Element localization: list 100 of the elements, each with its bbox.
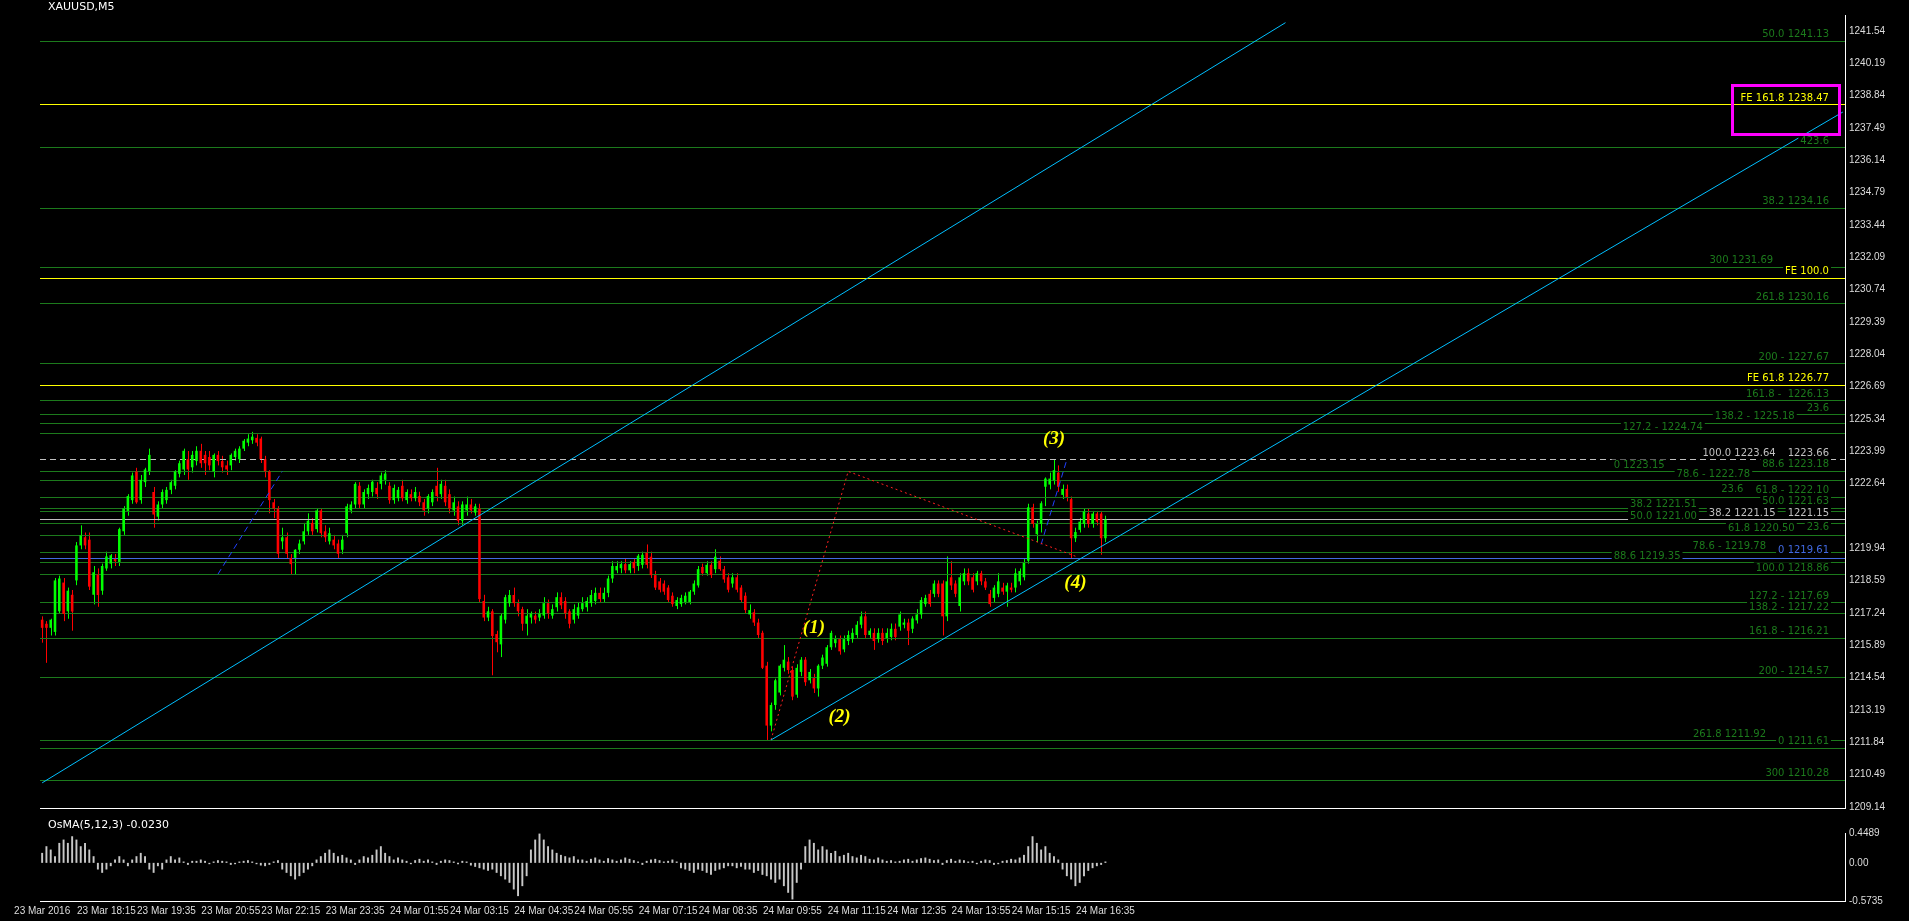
candlestick — [45, 620, 48, 664]
x-tick-label: 24 Mar 07:15 — [638, 904, 698, 916]
annotation: 200 - 1214.57 — [1758, 664, 1829, 676]
candlestick — [302, 522, 305, 545]
x-tick-label: 24 Mar 04:35 — [514, 904, 574, 916]
y-tick-label: 1219.94 — [1849, 542, 1886, 554]
y-tick-label: -0.5735 — [1849, 894, 1884, 906]
y-tick-label: 1240.19 — [1849, 56, 1886, 68]
candlestick — [152, 486, 155, 529]
candlestick — [996, 572, 1000, 598]
y-tick-label: 1234.79 — [1849, 186, 1886, 198]
candlestick — [148, 448, 151, 476]
x-tick-label: 23 Mar 18:15 — [76, 904, 137, 916]
candlestick — [340, 534, 344, 555]
candlestick — [212, 452, 215, 478]
x-tick-label: 24 Mar 13:55 — [951, 904, 1011, 916]
chart-title: XAUUSD,M5 — [48, 0, 115, 14]
annotation: 300 1231.69 — [1709, 254, 1774, 266]
annotation: 127.2 - 1217.69 — [1749, 589, 1829, 601]
y-tick-label: 1226.69 — [1849, 380, 1886, 392]
candlestick — [461, 500, 464, 526]
x-tick-label: 23 Mar 22:15 — [261, 904, 321, 916]
y-tick-label: 1237.49 — [1849, 121, 1886, 133]
y-tick-label: 1217.24 — [1849, 606, 1886, 618]
y-tick-label: 1210.49 — [1849, 768, 1886, 780]
annotation: 78.6 - 1222.78 — [1676, 467, 1751, 479]
y-tick-label: 1229.39 — [1849, 315, 1886, 327]
annotation: 61.8 - 1222.10 — [1755, 484, 1829, 496]
candlestick — [182, 448, 185, 476]
candlestick — [105, 551, 108, 572]
candlestick — [1056, 464, 1060, 493]
x-tick-label: 24 Mar 03:15 — [449, 904, 510, 916]
annotation: 38.2 1221.51 — [1630, 498, 1697, 510]
candlestick — [735, 572, 738, 593]
annotation: 423.6 — [1800, 134, 1829, 146]
y-tick-label: 1223.99 — [1849, 445, 1886, 457]
candlestick — [838, 635, 841, 656]
y-tick-label: 1236.14 — [1849, 153, 1886, 165]
candlestick — [804, 656, 807, 687]
annotation: (1) — [802, 616, 825, 639]
candlestick — [139, 474, 143, 505]
annotation: 300 1210.28 — [1765, 767, 1829, 779]
y-tick-label: 1232.09 — [1849, 250, 1886, 262]
chart-title: OsMA(5,12,3) -0.0230 — [48, 818, 169, 832]
annotation: 261.8 1211.92 — [1692, 728, 1767, 740]
y-tick-label: 1230.74 — [1849, 283, 1886, 295]
candlestick — [512, 587, 516, 608]
candlestick — [1086, 508, 1090, 529]
candlestick — [825, 644, 829, 668]
y-tick-label: 1218.59 — [1849, 574, 1886, 586]
x-tick-label: 23 Mar 20:55 — [201, 904, 261, 916]
candlestick — [521, 606, 524, 632]
candlestick — [358, 481, 361, 510]
candlestick — [653, 570, 657, 591]
candlestick — [465, 496, 468, 517]
annotation: (4) — [1064, 570, 1087, 593]
y-tick-label: 1241.54 — [1849, 24, 1886, 36]
y-tick-label: 1209.14 — [1849, 800, 1886, 812]
annotation: FE 61.8 1226.77 — [1746, 372, 1829, 384]
annotation: 127.2 - 1224.74 — [1622, 420, 1703, 432]
candlestick — [285, 531, 288, 560]
x-tick-label: 24 Mar 16:35 — [1075, 904, 1136, 916]
annotation: FE 100.0 — [1785, 265, 1829, 277]
annotation: (2) — [828, 704, 851, 727]
y-tick-label: 1214.54 — [1849, 671, 1886, 683]
candlestick — [525, 608, 528, 637]
candlestick — [568, 608, 571, 629]
y-tick-label: 1222.64 — [1849, 477, 1886, 489]
y-tick-label: 1225.34 — [1849, 412, 1886, 424]
candlestick — [362, 488, 365, 510]
annotation: 0 1223.15 — [1613, 458, 1665, 470]
x-tick-label: 23 Mar 19:35 — [137, 904, 197, 916]
candlestick — [392, 484, 395, 505]
candlestick — [611, 560, 614, 584]
annotation: 261.8 1230.16 — [1755, 291, 1829, 303]
candlestick — [971, 572, 974, 593]
annotation: 50.0 1221.00 — [1630, 510, 1697, 522]
x-tick-label: 23 Mar 23:35 — [325, 904, 386, 916]
candlestick — [208, 450, 211, 471]
x-tick-label: 24 Mar 05:55 — [574, 904, 634, 916]
y-tick-label: 1211.84 — [1849, 736, 1885, 748]
candlestick — [92, 565, 95, 605]
x-tick-label: 24 Mar 01:55 — [389, 904, 450, 916]
x-tick-label: 24 Mar 11:15 — [827, 904, 887, 916]
annotation: 50.0 1221.63 — [1762, 495, 1829, 507]
candlestick — [280, 527, 284, 550]
y-tick-label: 0.00 — [1849, 856, 1869, 868]
annotation: 50.0 1241.13 — [1762, 28, 1829, 40]
annotation: 38.2 1221.15 — [1708, 506, 1776, 518]
annotation: 23.6 — [1806, 521, 1829, 533]
candlestick — [743, 591, 747, 615]
y-tick-label: 1228.04 — [1849, 347, 1886, 359]
candlestick — [79, 524, 83, 550]
annotation: 0 1219.61 — [1778, 543, 1829, 555]
y-tick-label: 0.4489 — [1849, 826, 1881, 838]
candlestick — [448, 488, 451, 514]
annotation: 200 - 1227.67 — [1758, 350, 1829, 362]
candlestick — [199, 443, 203, 469]
y-tick-label: 1233.44 — [1849, 218, 1886, 230]
candlestick — [272, 498, 275, 519]
